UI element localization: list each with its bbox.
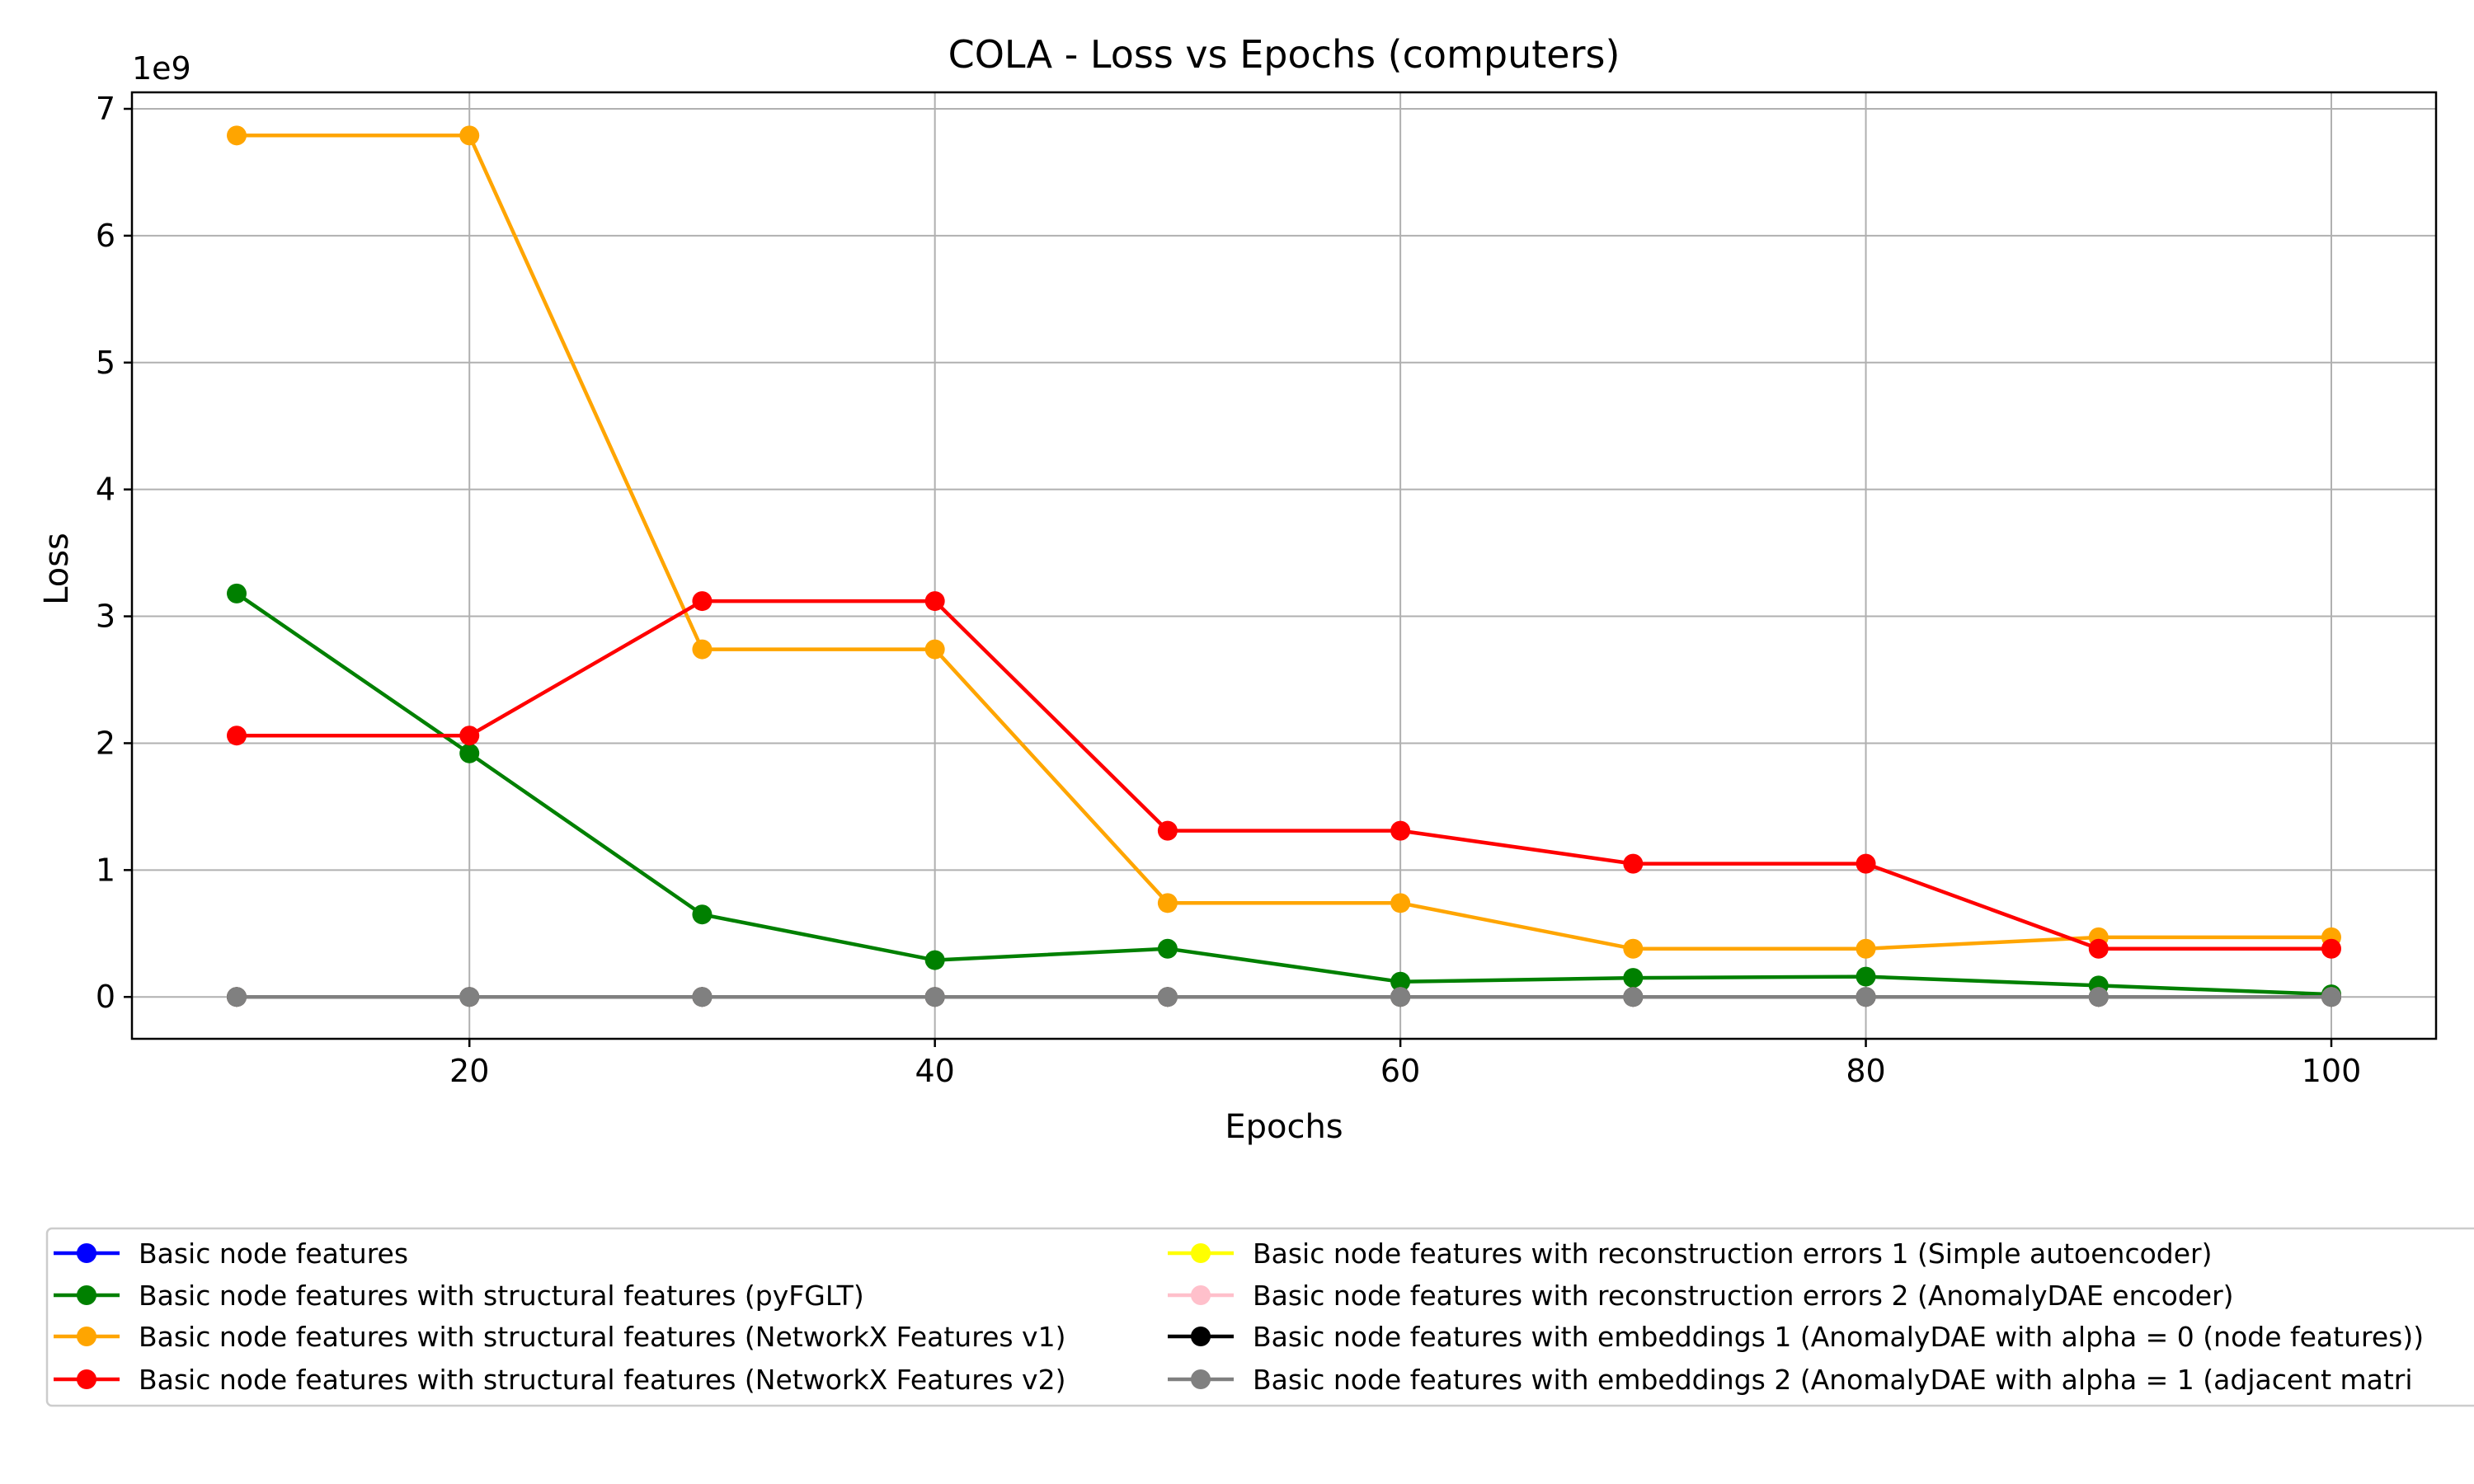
legend-swatch-marker	[77, 1369, 96, 1389]
legend-item: Basic node features with reconstruction …	[1168, 1237, 2213, 1270]
data-point	[1390, 971, 1411, 992]
legend-item: Basic node features with embeddings 2 (A…	[1168, 1364, 2413, 1396]
data-point	[1390, 893, 1411, 913]
legend-swatch-marker	[1191, 1327, 1211, 1346]
data-point	[459, 125, 480, 146]
data-point	[1157, 938, 1178, 959]
legend-label: Basic node features with structural feat…	[139, 1364, 1065, 1396]
data-point	[2088, 987, 2109, 1007]
data-point	[1856, 966, 1876, 987]
legend-swatch-marker	[1191, 1369, 1211, 1389]
data-point	[2321, 938, 2341, 959]
series-line	[237, 134, 2331, 951]
x-tick-label: 20	[449, 1053, 489, 1089]
data-point	[1623, 987, 1644, 1007]
data-point	[1390, 987, 1411, 1007]
data-point	[692, 591, 713, 612]
series	[227, 591, 2341, 959]
legend-item: Basic node features with structural feat…	[54, 1321, 1065, 1353]
series-lines	[227, 125, 2341, 1007]
legend-label: Basic node features	[139, 1237, 408, 1270]
data-point	[227, 583, 247, 603]
data-point	[1157, 893, 1178, 913]
legend-item: Basic node features with structural feat…	[54, 1280, 864, 1312]
data-point	[1157, 987, 1178, 1007]
y-axis-label: Loss	[38, 533, 76, 605]
data-point	[1856, 853, 1876, 874]
data-point	[924, 591, 945, 612]
y-tick-label: 5	[96, 345, 115, 381]
data-point	[459, 726, 480, 746]
x-tick-label: 80	[1846, 1053, 1885, 1089]
data-point	[1856, 987, 1876, 1007]
y-tick-label: 7	[96, 91, 115, 127]
y-tick-label: 1	[96, 852, 115, 888]
x-tick-label: 60	[1380, 1053, 1420, 1089]
legend-item: Basic node features with reconstruction …	[1168, 1280, 2234, 1312]
x-tick-label: 40	[915, 1053, 954, 1089]
data-point	[227, 726, 247, 746]
chart-title: COLA - Loss vs Epochs (computers)	[948, 32, 1620, 77]
y-tick-label: 3	[96, 599, 115, 635]
legend-label: Basic node features with embeddings 1 (A…	[1253, 1321, 2424, 1353]
data-point	[1157, 820, 1178, 841]
legend-label: Basic node features with reconstruction …	[1253, 1280, 2234, 1312]
legend-label: Basic node features with structural feat…	[139, 1280, 864, 1312]
legend-label: Basic node features with embeddings 2 (A…	[1253, 1364, 2413, 1396]
legend-swatch-marker	[77, 1243, 96, 1263]
y-tick-label: 4	[96, 472, 115, 508]
data-point	[1623, 968, 1644, 989]
series-line	[235, 592, 2332, 997]
data-point	[1856, 938, 1876, 959]
series	[227, 125, 2341, 959]
series-line	[237, 599, 2331, 951]
y-axis-scale-label: 1e9	[132, 50, 191, 87]
legend-swatch-marker	[77, 1285, 96, 1305]
legend: Basic node features Basic node features w…	[45, 1227, 2474, 1407]
data-point	[2088, 938, 2109, 959]
data-point	[924, 950, 945, 970]
legend-label: Basic node features with structural feat…	[139, 1321, 1065, 1353]
x-axis-label: Epochs	[1225, 1108, 1343, 1146]
x-tick-label: 100	[2302, 1053, 2362, 1089]
data-point	[227, 987, 247, 1007]
data-point	[692, 639, 713, 660]
data-point	[459, 987, 480, 1007]
legend-item: Basic node features	[54, 1237, 408, 1270]
y-tick-label: 6	[96, 218, 115, 254]
legend-swatch-marker	[1191, 1285, 1211, 1305]
legend-swatch-marker	[1191, 1243, 1211, 1263]
y-tick-label: 0	[96, 979, 115, 1015]
series	[227, 987, 2341, 1007]
legend-swatch-marker	[77, 1327, 96, 1346]
data-point	[924, 639, 945, 660]
data-point	[1623, 853, 1644, 874]
data-point	[1623, 938, 1644, 959]
data-point	[459, 743, 480, 763]
legend-item: Basic node features with structural feat…	[54, 1364, 1065, 1396]
grid	[132, 92, 2436, 1039]
data-point	[2321, 987, 2341, 1007]
axis-ticks: 20 40 60 80 100 0 1 2 3 4 5 6 7	[96, 91, 2361, 1089]
data-point	[692, 904, 713, 925]
data-point	[924, 987, 945, 1007]
data-point	[692, 987, 713, 1007]
legend-frame	[45, 1227, 2474, 1407]
legend-item: Basic node features with embeddings 1 (A…	[1168, 1321, 2424, 1353]
data-point	[227, 125, 247, 146]
data-point	[1390, 820, 1411, 841]
plot-frame	[130, 91, 2438, 1040]
y-tick-label: 2	[96, 725, 115, 761]
legend-label: Basic node features with reconstruction …	[1253, 1237, 2213, 1270]
